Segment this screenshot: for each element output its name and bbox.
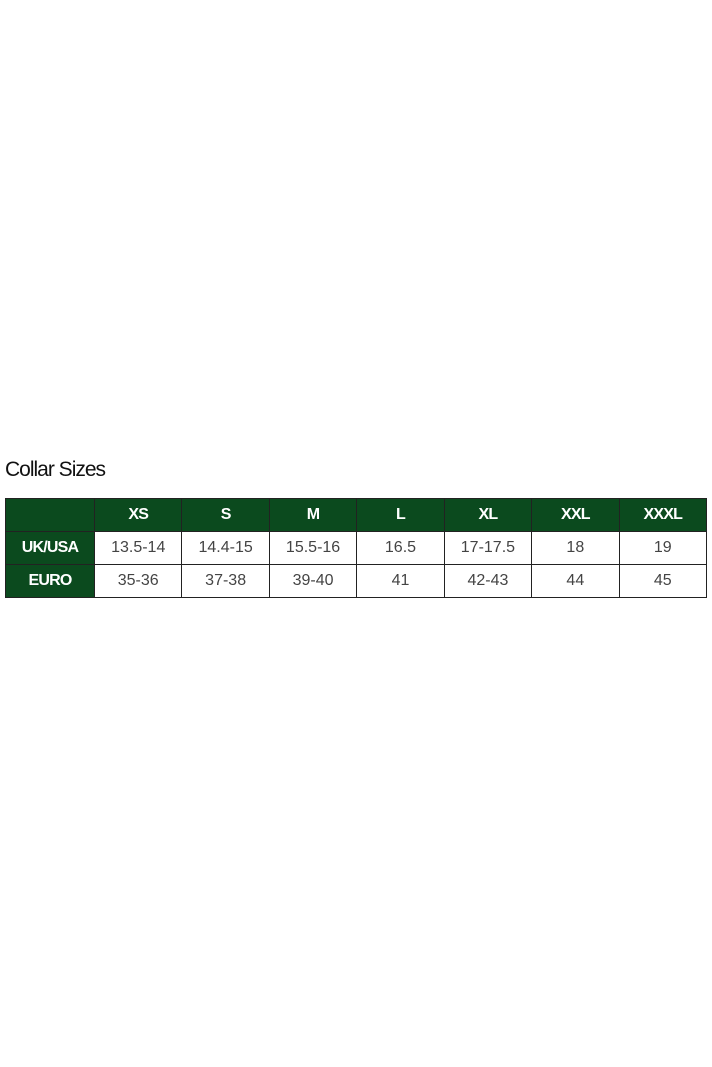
table-header-row: XS S M L XL XXL XXXL (5, 498, 708, 532)
header-cell: S (181, 498, 270, 532)
table-cell: 16.5 (356, 531, 445, 565)
header-cell: XXL (531, 498, 620, 532)
header-cell (5, 498, 95, 532)
table-cell: 41 (356, 564, 445, 598)
header-cell: XXXL (618, 498, 708, 532)
table-cell: 44 (531, 564, 620, 598)
table-cell: 19 (618, 531, 708, 565)
table-row: UK/USA 13.5-14 14.4-15 15.5-16 16.5 17-1… (5, 531, 708, 565)
table-cell: 17-17.5 (443, 531, 533, 565)
header-cell: L (356, 498, 445, 532)
table-row: EURO 35-36 37-38 39-40 41 42-43 44 45 (5, 564, 708, 598)
table-cell: 37-38 (181, 564, 270, 598)
row-label: UK/USA (5, 531, 95, 565)
table-cell: 15.5-16 (268, 531, 358, 565)
table-cell: 45 (618, 564, 708, 598)
table-cell: 42-43 (443, 564, 533, 598)
header-cell: XS (93, 498, 183, 532)
table-cell: 35-36 (93, 564, 183, 598)
collar-size-table: XS S M L XL XXL XXXL UK/USA 13.5-14 14.4… (5, 498, 708, 598)
header-cell: M (268, 498, 358, 532)
header-cell: XL (443, 498, 533, 532)
row-label: EURO (5, 564, 95, 598)
table-cell: 18 (531, 531, 620, 565)
table-cell: 39-40 (268, 564, 358, 598)
table-cell: 14.4-15 (181, 531, 270, 565)
table-cell: 13.5-14 (93, 531, 183, 565)
page-title: Collar Sizes (5, 458, 106, 481)
